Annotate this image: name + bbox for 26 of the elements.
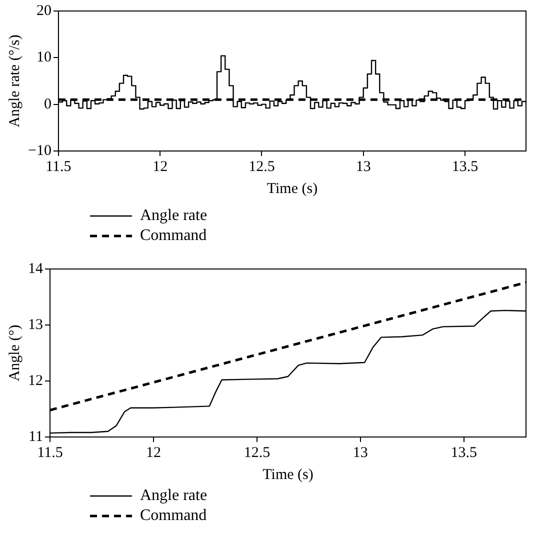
y-tick-label: 0: [44, 96, 52, 112]
legend-label: Angle rate: [140, 487, 208, 505]
y-tick-label: 20: [36, 2, 52, 19]
x-axis-title: Time (s): [262, 466, 314, 483]
y-tick-label: 10: [36, 50, 52, 66]
y-tick-label: 14: [28, 260, 44, 277]
x-tick-label: 13: [356, 158, 371, 175]
y-tick-label: 13: [28, 316, 43, 333]
x-tick-label: 13.5: [452, 158, 478, 175]
legend-label: Command: [140, 507, 207, 525]
x-tick-label: 13.5: [450, 444, 478, 461]
x-tick-label: 13: [352, 444, 368, 461]
x-tick-label: 12.5: [244, 444, 270, 461]
x-tick-label: 11.5: [46, 158, 72, 175]
legend-label: Command: [140, 227, 207, 245]
y-tick-label: 12: [28, 372, 43, 389]
x-tick-label: 12.5: [248, 158, 275, 175]
y-tick-label: −10: [28, 142, 52, 159]
x-tick-label: 11.5: [37, 444, 63, 461]
y-axis-title: Angle rate (°/s): [6, 34, 23, 128]
x-axis-title: Time (s): [266, 180, 318, 197]
x-tick-label: 12: [152, 158, 168, 175]
y-axis-title: Angle (°): [6, 324, 23, 382]
x-tick-label: 12: [146, 444, 161, 461]
y-tick-label: 11: [28, 428, 43, 445]
legend-label: Angle rate: [140, 207, 208, 225]
